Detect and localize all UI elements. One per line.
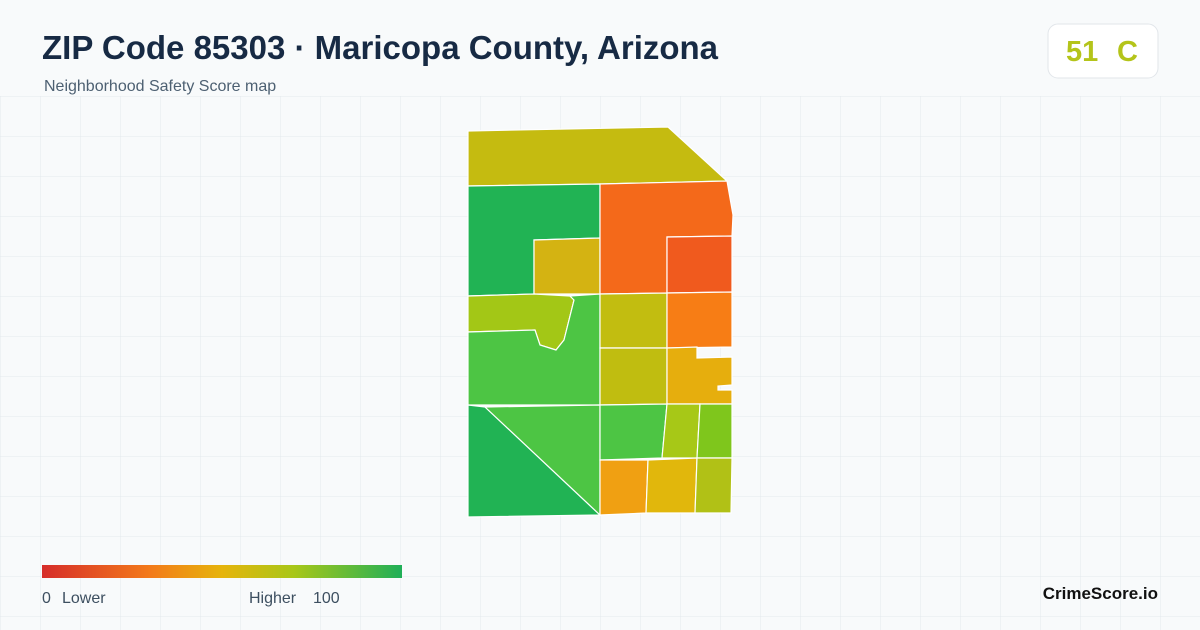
zone — [645, 457, 698, 514]
legend: 0 Lower Higher 100 — [42, 565, 402, 607]
legend-max: 100 — [313, 590, 340, 607]
zone — [467, 293, 601, 406]
score-value: 51 — [1066, 36, 1098, 68]
subtitle: Neighborhood Safety Score map — [44, 78, 276, 95]
brand: CrimeScore.io — [1043, 584, 1158, 603]
zone — [599, 459, 649, 516]
map — [467, 126, 734, 518]
zone — [661, 403, 701, 459]
zone — [533, 237, 601, 295]
zone — [666, 235, 733, 294]
zone — [599, 403, 668, 461]
badge-box — [1047, 23, 1159, 79]
legend-max-label: Higher — [249, 590, 297, 607]
score-grade: C — [1117, 36, 1138, 68]
zone — [696, 403, 733, 459]
zone — [666, 291, 733, 349]
zone — [694, 457, 733, 514]
legend-min: 0 — [42, 590, 51, 607]
legend-bar — [42, 565, 402, 578]
zone — [599, 347, 668, 406]
zone — [599, 292, 668, 349]
title: ZIP Code 85303 · Maricopa County, Arizon… — [42, 29, 719, 66]
score-badge: 51 C — [1047, 23, 1159, 79]
legend-min-label: Lower — [62, 590, 106, 607]
